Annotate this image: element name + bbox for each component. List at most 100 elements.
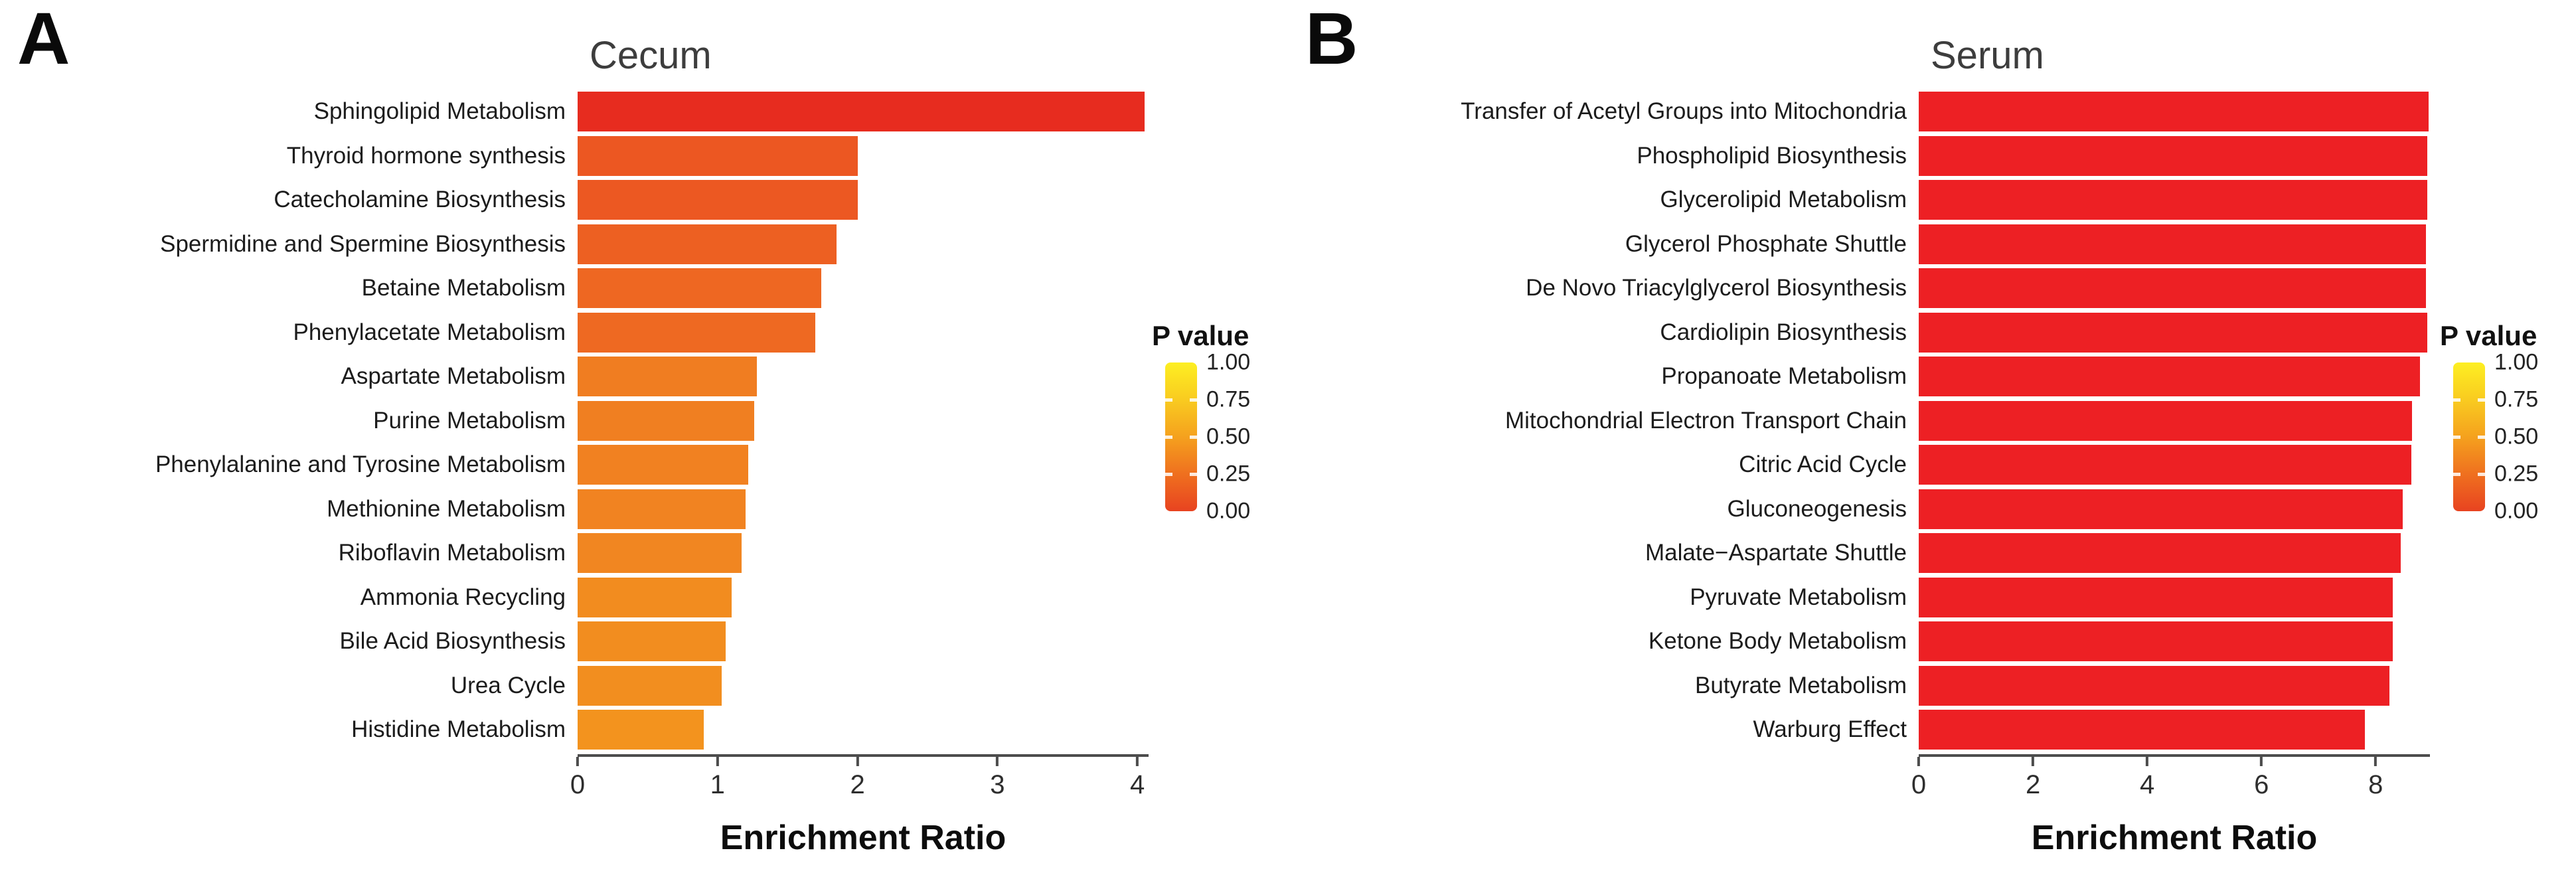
bar [1919, 268, 2426, 309]
bar-row: Butyrate Metabolism [1288, 664, 2430, 708]
x-axis-tick: 3 [990, 757, 1005, 800]
x-axis-tick: 8 [2368, 757, 2383, 800]
legend-tick-mark [1190, 473, 1197, 476]
bar-track [578, 312, 1149, 353]
tick-label: 0 [1911, 770, 1927, 799]
bar [578, 621, 726, 662]
bar [578, 533, 742, 574]
tick-mark [996, 757, 999, 766]
legend-tick-mark [2453, 473, 2460, 476]
legend-tick-label: 0.25 [2494, 461, 2539, 487]
bar-track [578, 533, 1149, 574]
bar-track [578, 665, 1149, 706]
bar-track [1919, 312, 2430, 353]
category-label: Purine Metabolism [373, 407, 566, 434]
category-label: Phospholipid Biosynthesis [1637, 142, 1907, 169]
x-axis-label: Enrichment Ratio [720, 819, 1006, 857]
category-label: Cardiolipin Biosynthesis [1660, 319, 1907, 345]
bar [578, 489, 746, 529]
bar-row: Phospholipid Biosynthesis [1288, 134, 2430, 179]
bar-row: Purine Metabolism [0, 399, 1149, 443]
bar-row: Ketone Body Metabolism [1288, 619, 2430, 664]
category-label: Riboflavin Metabolism [338, 540, 566, 566]
bar [578, 268, 821, 309]
pvalue-legend: P value 1.00 0.75 0.50 0.25 0.00 [1152, 320, 1288, 524]
tick-mark [2374, 757, 2377, 766]
bar-row: Histidine Metabolism [0, 708, 1149, 752]
bar-track [578, 400, 1149, 441]
bar [1919, 357, 2421, 397]
bar [1919, 489, 2403, 529]
category-label: Thyroid hormone synthesis [286, 142, 566, 169]
legend-gradient-bar [2453, 362, 2485, 511]
pvalue-legend: P value 1.00 0.75 0.50 0.25 0.00 [2440, 320, 2576, 524]
x-axis-tick: 6 [2254, 757, 2269, 800]
bar [578, 357, 757, 397]
x-axis-tick: 2 [850, 757, 865, 800]
x-axis: 0 2 4 6 8 [1911, 754, 2430, 799]
bar-row: Warburg Effect [1288, 708, 2430, 752]
category-label: Warburg Effect [1753, 716, 1907, 743]
category-label: Butyrate Metabolism [1694, 672, 1907, 698]
bar [1919, 710, 2365, 750]
category-label: Aspartate Metabolism [341, 363, 566, 390]
category-label: Ammonia Recycling [360, 584, 566, 610]
legend-tick-label: 0.75 [1206, 386, 1251, 412]
category-label: Glycerolipid Metabolism [1660, 187, 1907, 213]
bar-track [578, 489, 1149, 529]
legend-tick-mark [1165, 473, 1172, 476]
bar-row: Riboflavin Metabolism [0, 531, 1149, 576]
tick-mark [1136, 757, 1139, 766]
tick-label: 8 [2368, 770, 2383, 799]
bar-row: Catecholamine Biosynthesis [0, 178, 1149, 222]
bar [1919, 533, 2401, 574]
category-label: Urea Cycle [450, 672, 566, 698]
bar-row: Transfer of Acetyl Groups into Mitochond… [1288, 90, 2430, 134]
bar-row: Urea Cycle [0, 664, 1149, 708]
bar-track [1919, 400, 2430, 441]
tick-label: 1 [710, 770, 725, 799]
bar-row: Glycerolipid Metabolism [1288, 178, 2430, 222]
bar-row: De Novo Triacylglycerol Biosynthesis [1288, 266, 2430, 311]
legend-tick-mark [2478, 398, 2485, 402]
legend-tick-label: 0.00 [1206, 498, 1251, 524]
bar-row: Bile Acid Biosynthesis [0, 619, 1149, 664]
legend-tick-label: 0.50 [2494, 424, 2539, 449]
bar-row: Mitochondrial Electron Transport Chain [1288, 399, 2430, 443]
bar-track [578, 445, 1149, 485]
category-label: Malate−Aspartate Shuttle [1645, 540, 1907, 566]
category-label: Phenylalanine and Tyrosine Metabolism [155, 451, 566, 478]
bar [578, 135, 858, 176]
bar-track [1919, 135, 2430, 176]
tick-label: 4 [1130, 770, 1145, 799]
category-label: Catecholamine Biosynthesis [274, 187, 566, 213]
panel-letter-b: B [1305, 0, 1358, 80]
legend-tick-label: 0.50 [1206, 424, 1251, 449]
bar-row: Malate−Aspartate Shuttle [1288, 531, 2430, 576]
bar-row: Methionine Metabolism [0, 487, 1149, 532]
bar-track [1919, 92, 2430, 132]
category-label: Transfer of Acetyl Groups into Mitochond… [1461, 98, 1907, 125]
bar-row: Gluconeogenesis [1288, 487, 2430, 532]
legend-tick-label: 1.00 [1206, 349, 1251, 375]
legend-tick-label: 0.00 [2494, 498, 2539, 524]
bar-row: Cardiolipin Biosynthesis [1288, 311, 2430, 355]
bar-row: Sphingolipid Metabolism [0, 90, 1149, 134]
bar-track [1919, 710, 2430, 750]
legend-tick-mark [2478, 436, 2485, 439]
legend-tick-label: 0.75 [2494, 386, 2539, 412]
bar [1919, 92, 2429, 132]
legend-tick-mark [2478, 473, 2485, 476]
bar-row: Spermidine and Spermine Biosynthesis [0, 222, 1149, 267]
legend-tick-mark [2453, 436, 2460, 439]
bar-track [1919, 621, 2430, 662]
legend-title: P value [1152, 320, 1249, 351]
legend-tick-mark [2453, 398, 2460, 402]
category-label: Phenylacetate Metabolism [293, 319, 566, 345]
category-label: Histidine Metabolism [351, 716, 566, 743]
legend-tick-labels: 1.00 0.75 0.50 0.25 0.00 [1206, 350, 1286, 524]
bar [1919, 445, 2411, 485]
category-label: Glycerol Phosphate Shuttle [1625, 230, 1907, 257]
category-label: Propanoate Metabolism [1661, 363, 1907, 390]
tick-mark [716, 757, 719, 766]
